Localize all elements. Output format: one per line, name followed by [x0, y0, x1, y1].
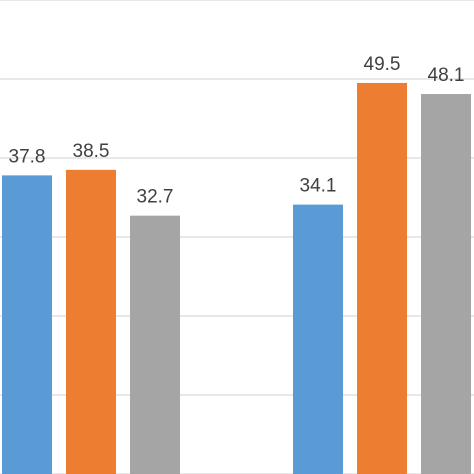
bar-series-1-group-1 — [2, 175, 52, 474]
data-label-series-1-group-1: 37.8 — [9, 146, 46, 167]
data-label-series-2-group-1: 38.5 — [73, 141, 110, 162]
data-label-series-3-group-2: 48.1 — [428, 65, 465, 86]
data-label-series-3-group-1: 32.7 — [137, 187, 174, 208]
data-label-series-2-group-2: 49.5 — [364, 54, 401, 75]
bar-series-2-group-2 — [357, 82, 407, 474]
data-label-series-1-group-2: 34.1 — [300, 176, 337, 197]
bars — [2, 82, 471, 474]
bar-series-3-group-1 — [130, 215, 180, 474]
data-labels: 37.8 34.1 38.5 49.5 32.7 48.1 — [9, 54, 465, 208]
bar-series-1-group-2 — [293, 204, 343, 474]
bar-series-3-group-2 — [421, 94, 471, 474]
bar-series-2-group-1 — [66, 169, 116, 474]
